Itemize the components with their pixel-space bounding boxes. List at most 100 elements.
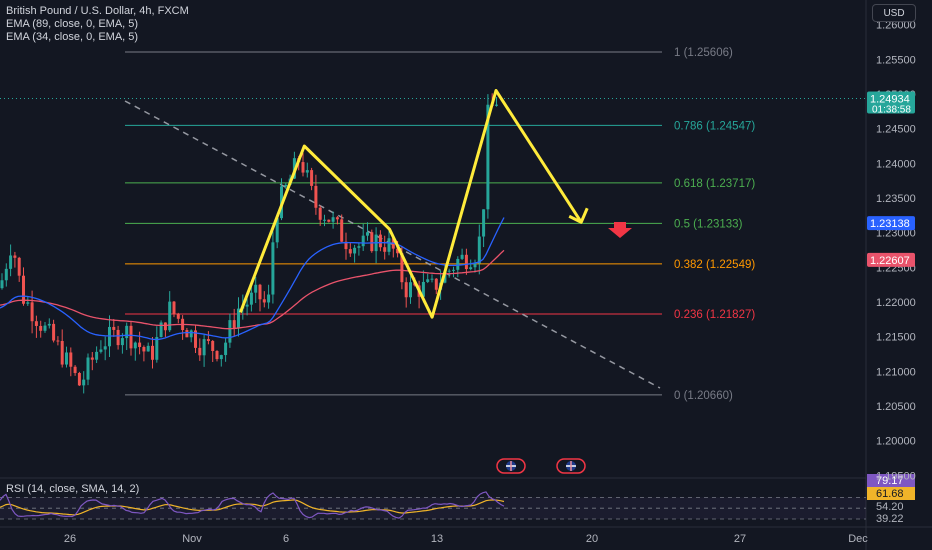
time-tick-label: 20 <box>586 533 598 545</box>
candle-body <box>267 294 271 303</box>
candle-body <box>26 302 30 304</box>
zigzag-line <box>238 89 583 319</box>
time-tick-label: 26 <box>64 533 76 545</box>
candle-body <box>245 304 249 307</box>
rsi-tick-label: 61.68 <box>876 488 904 500</box>
candle-body <box>456 258 460 270</box>
time-tick-label: Nov <box>182 533 202 545</box>
candle-body <box>340 219 344 242</box>
candle-body <box>224 342 228 356</box>
candle-body <box>430 278 434 280</box>
price-tick-label: 1.21500 <box>876 332 916 344</box>
currency-button[interactable]: USD <box>872 4 916 22</box>
candle-body <box>116 329 120 346</box>
price-tick-label: 1.20000 <box>876 436 916 448</box>
fib-level-label: 0.5 (1.23133) <box>674 218 743 230</box>
candle-body <box>331 217 335 222</box>
candle-body <box>469 267 473 270</box>
price-tag <box>867 252 915 267</box>
candle-body <box>22 275 25 304</box>
time-tick-label: 6 <box>283 533 289 545</box>
candle-body <box>47 323 51 326</box>
candle-body <box>404 282 408 298</box>
candle-body <box>357 246 361 248</box>
candle-body <box>460 254 464 259</box>
candle-body <box>482 209 486 237</box>
candle-body <box>155 337 159 360</box>
candle-body <box>383 247 387 252</box>
candle-body <box>30 302 34 322</box>
candle-body <box>327 219 331 222</box>
rsi-tick-label: 39.22 <box>876 513 904 525</box>
candle-body <box>125 325 129 339</box>
candle-body <box>159 322 163 338</box>
candle-body <box>353 247 357 254</box>
trendline[interactable] <box>124 100 661 389</box>
candle-body <box>60 340 64 365</box>
descending-trendline <box>124 100 661 389</box>
symbol-title[interactable]: British Pound / U.S. Dollar, 4h, FXCM <box>6 5 189 17</box>
candle-body <box>396 248 400 254</box>
candle-body <box>348 249 352 254</box>
candle-body <box>86 357 90 380</box>
candle-body <box>168 301 172 331</box>
candle-body <box>82 379 86 386</box>
rsi-label[interactable]: RSI (14, close, SMA, 14, 2) <box>6 483 140 495</box>
candle-body <box>112 326 116 330</box>
event-icons[interactable] <box>496 458 586 474</box>
candle-body <box>52 323 56 341</box>
candle-body <box>9 255 13 269</box>
price-tick-label: 1.26000 <box>876 20 916 32</box>
uk-flag-icon <box>556 458 586 474</box>
price-tick-label: 1.23500 <box>876 193 916 205</box>
time-axis[interactable]: 26 Nov 6 13 20 27 Dec <box>64 533 868 545</box>
candle-body <box>284 184 288 187</box>
price-tag-value: 1.24934 <box>870 94 910 106</box>
ema-34-line <box>0 217 505 341</box>
candle-body <box>486 104 490 210</box>
zigzag-arrowhead <box>568 207 589 224</box>
fib-level-label: 0.618 (1.23717) <box>674 178 755 190</box>
candle-body <box>95 351 99 360</box>
price-tag <box>867 91 915 114</box>
candle-body <box>271 242 275 295</box>
price-tick-label: 1.21000 <box>876 366 916 378</box>
time-tick-label: 27 <box>734 533 746 545</box>
ema-34-label[interactable]: EMA (34, close, 0, EMA, 5) <box>6 31 139 43</box>
price-axis[interactable]: 1.265001.260001.255001.250001.245001.240… <box>867 0 916 482</box>
candlesticks <box>0 93 498 394</box>
price-tick-label: 1.22000 <box>876 297 916 309</box>
candle-body <box>39 325 43 331</box>
candle-body <box>215 351 219 360</box>
uk-flag-icon <box>496 458 526 474</box>
time-tick-label: Dec <box>848 533 868 545</box>
candle-body <box>495 104 498 106</box>
candle-body <box>189 330 193 338</box>
zigzag-pattern[interactable] <box>238 89 589 319</box>
candle-body <box>172 301 176 314</box>
rsi-ma-line <box>0 499 505 516</box>
candle-body <box>323 219 326 221</box>
candle-body <box>69 352 73 367</box>
candle-body <box>34 321 38 326</box>
candle-body <box>228 320 232 343</box>
fib-retracement[interactable]: 1 (1.25606) 0.786 (1.24547) 0.618 (1.23717… <box>125 47 755 402</box>
candle-body <box>77 372 81 386</box>
ema-89-label[interactable]: EMA (89, close, 0, EMA, 5) <box>6 18 139 30</box>
candle-body <box>65 352 68 365</box>
candle-body <box>13 255 17 258</box>
fib-level-label: 0.382 (1.22549) <box>674 259 755 271</box>
candle-body <box>146 345 150 352</box>
candle-body <box>211 340 215 352</box>
candle-body <box>219 355 223 360</box>
candle-body <box>370 232 374 252</box>
rsi-value-tag <box>867 474 915 487</box>
fib-level-label: 0 (1.20660) <box>674 390 733 402</box>
price-tick-label: 1.24500 <box>876 124 916 136</box>
candle-body <box>254 284 258 293</box>
ema-lines <box>0 217 505 341</box>
candle-body <box>366 232 369 236</box>
